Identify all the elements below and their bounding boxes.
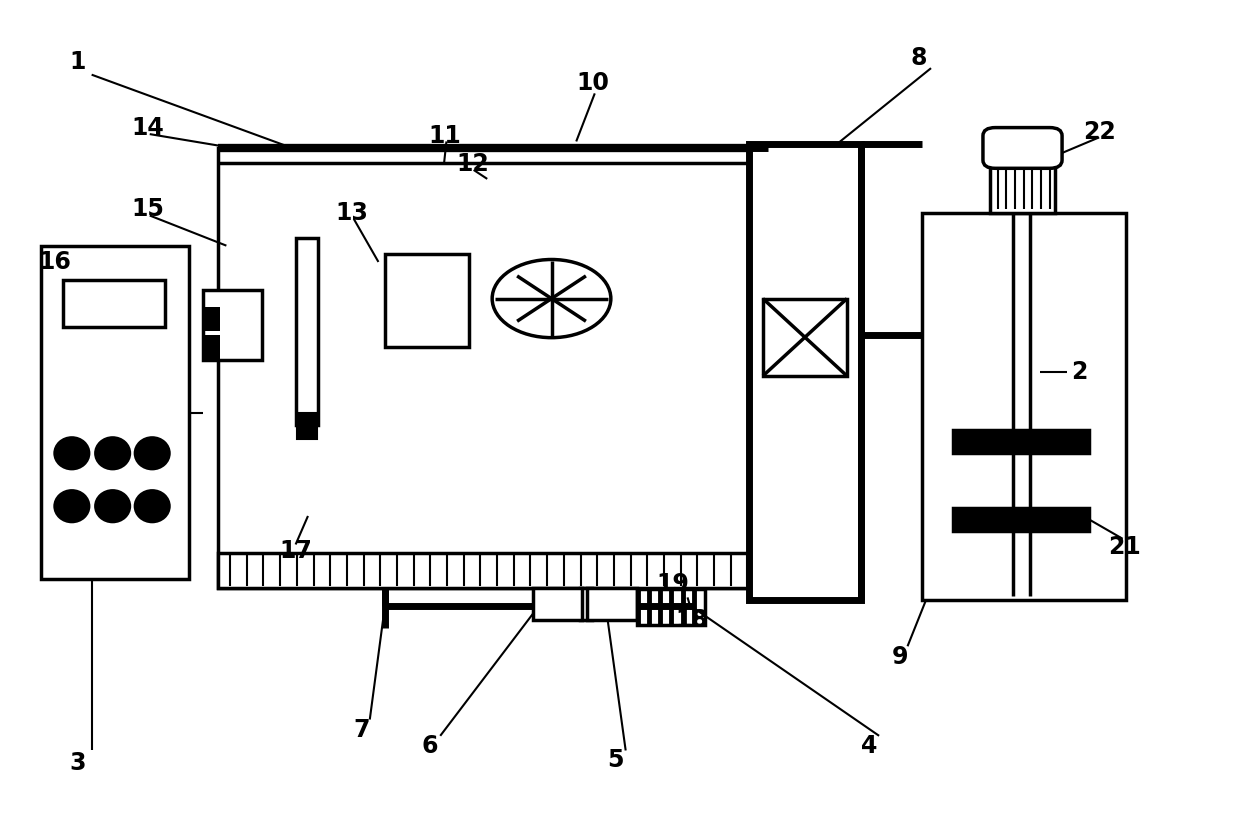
- Bar: [922, 213, 1126, 600]
- Bar: [296, 238, 318, 425]
- Text: 11: 11: [427, 123, 461, 148]
- Circle shape: [492, 260, 611, 337]
- Bar: [953, 431, 1089, 453]
- Bar: [206, 306, 221, 331]
- Text: 9: 9: [892, 645, 908, 669]
- Bar: [750, 144, 861, 600]
- Text: 22: 22: [1083, 119, 1116, 144]
- Bar: [533, 587, 582, 620]
- Text: 18: 18: [675, 608, 707, 632]
- FancyBboxPatch shape: [983, 127, 1062, 168]
- Bar: [206, 335, 221, 359]
- Text: 12: 12: [456, 152, 489, 176]
- Text: 15: 15: [131, 197, 164, 221]
- Text: 7: 7: [353, 718, 370, 742]
- Bar: [587, 587, 637, 620]
- Bar: [41, 246, 190, 579]
- Ellipse shape: [53, 489, 90, 524]
- Bar: [953, 508, 1089, 530]
- Ellipse shape: [53, 436, 90, 471]
- Bar: [763, 298, 847, 376]
- Bar: [297, 413, 317, 440]
- Text: 3: 3: [69, 751, 85, 775]
- Text: 19: 19: [657, 572, 689, 596]
- Text: 17: 17: [280, 539, 312, 563]
- Text: 16: 16: [38, 250, 72, 274]
- Bar: [218, 148, 768, 587]
- Bar: [218, 553, 768, 587]
- Bar: [384, 254, 468, 347]
- Text: 10: 10: [576, 71, 610, 95]
- Text: 2: 2: [1070, 359, 1087, 384]
- Bar: [580, 587, 592, 620]
- Text: 13: 13: [336, 201, 368, 225]
- Text: 8: 8: [909, 47, 927, 70]
- Ellipse shape: [94, 436, 131, 471]
- Bar: [953, 431, 1089, 453]
- Text: 21: 21: [1108, 535, 1141, 559]
- Ellipse shape: [134, 436, 171, 471]
- Text: 5: 5: [607, 748, 623, 772]
- Bar: [637, 589, 705, 625]
- Bar: [63, 280, 165, 327]
- Bar: [203, 290, 263, 359]
- Text: 14: 14: [131, 115, 164, 140]
- Bar: [953, 508, 1089, 530]
- Text: 1: 1: [69, 51, 85, 74]
- Text: 4: 4: [861, 734, 877, 758]
- Ellipse shape: [134, 489, 171, 524]
- Bar: [990, 156, 1054, 213]
- Ellipse shape: [94, 489, 131, 524]
- Text: 6: 6: [421, 734, 439, 758]
